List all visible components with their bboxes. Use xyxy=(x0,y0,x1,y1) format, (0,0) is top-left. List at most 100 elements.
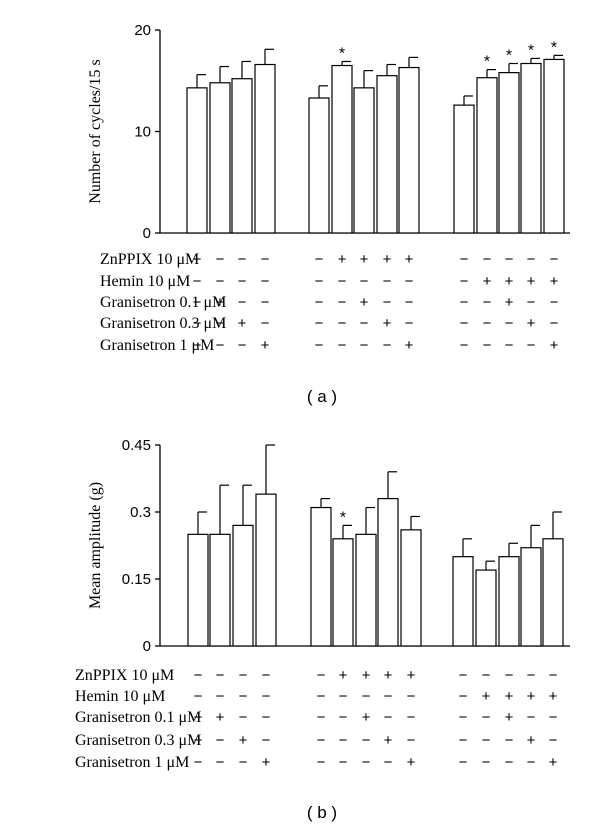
condition-label: Granisetron 0.1 μM xyxy=(100,294,226,311)
y-tick-label: 0.15 xyxy=(122,571,151,588)
panel-caption: ( a ) xyxy=(307,387,337,406)
bar xyxy=(543,58,565,234)
condition-sign: − xyxy=(459,667,468,684)
condition-sign: − xyxy=(550,251,559,268)
condition-sign: − xyxy=(505,337,514,354)
condition-sign: − xyxy=(338,337,347,354)
bar xyxy=(231,78,253,234)
significance-star: * xyxy=(340,509,346,526)
condition-sign: + xyxy=(407,667,416,684)
bar xyxy=(542,538,564,647)
bar xyxy=(376,75,398,234)
condition-sign: − xyxy=(315,294,324,311)
condition-sign: − xyxy=(194,709,203,726)
condition-sign: − xyxy=(407,732,416,749)
bar xyxy=(452,556,474,647)
condition-label: Hemin 10 μM xyxy=(100,273,190,290)
condition-sign: − xyxy=(384,709,393,726)
condition-sign: − xyxy=(383,337,392,354)
significance-star: * xyxy=(484,54,490,71)
condition-sign: − xyxy=(505,315,514,332)
condition-sign: − xyxy=(460,294,469,311)
bar xyxy=(453,104,475,234)
condition-sign: − xyxy=(238,251,247,268)
condition-sign: + xyxy=(550,273,559,290)
significance-star: * xyxy=(506,47,512,64)
condition-label: Granisetron 0.1 μM xyxy=(75,709,201,726)
condition-sign: − xyxy=(338,315,347,332)
condition-label: Hemin 10 μM xyxy=(75,688,165,705)
condition-sign: − xyxy=(194,667,203,684)
bar xyxy=(498,556,520,647)
condition-sign: − xyxy=(238,294,247,311)
bar xyxy=(186,87,208,234)
condition-sign: − xyxy=(261,251,270,268)
condition-sign: − xyxy=(362,688,371,705)
bar xyxy=(209,533,231,647)
bar xyxy=(331,64,353,234)
condition-label: Granisetron 1 μM xyxy=(75,754,189,771)
condition-sign: − xyxy=(238,273,247,290)
condition-sign: + xyxy=(549,754,558,771)
y-axis-label: Number of cycles/15 s xyxy=(87,59,104,203)
y-tick-label: 0.45 xyxy=(122,437,151,454)
condition-sign: − xyxy=(193,294,202,311)
bar xyxy=(400,529,422,647)
condition-sign: − xyxy=(239,709,248,726)
condition-label: ZnPPIX 10 μM xyxy=(100,251,199,268)
condition-sign: − xyxy=(482,709,491,726)
condition-sign: − xyxy=(459,754,468,771)
condition-sign: − xyxy=(194,754,203,771)
bar xyxy=(355,533,377,647)
condition-sign: − xyxy=(262,667,271,684)
condition-sign: + xyxy=(261,337,270,354)
condition-sign: − xyxy=(338,294,347,311)
condition-sign: − xyxy=(262,709,271,726)
condition-sign: − xyxy=(216,732,225,749)
condition-sign: + xyxy=(216,709,225,726)
condition-sign: + xyxy=(527,732,536,749)
condition-sign: − xyxy=(405,273,414,290)
condition-sign: − xyxy=(505,732,514,749)
condition-sign: − xyxy=(339,754,348,771)
condition-sign: − xyxy=(216,273,225,290)
condition-sign: − xyxy=(239,667,248,684)
condition-sign: − xyxy=(550,315,559,332)
condition-sign: − xyxy=(362,732,371,749)
condition-sign: − xyxy=(505,251,514,268)
condition-sign: − xyxy=(383,273,392,290)
significance-star: * xyxy=(339,45,345,62)
condition-sign: + xyxy=(550,337,559,354)
condition-sign: − xyxy=(483,337,492,354)
condition-sign: − xyxy=(360,337,369,354)
panel-caption: ( b ) xyxy=(307,803,337,822)
bar xyxy=(187,533,209,647)
condition-sign: − xyxy=(262,688,271,705)
condition-sign: − xyxy=(405,315,414,332)
condition-sign: − xyxy=(459,709,468,726)
condition-sign: − xyxy=(459,688,468,705)
condition-sign: + xyxy=(482,688,491,705)
bar xyxy=(520,547,542,647)
condition-sign: − xyxy=(362,754,371,771)
bar xyxy=(310,506,332,647)
condition-sign: − xyxy=(317,688,326,705)
bar xyxy=(476,77,498,234)
condition-sign: − xyxy=(384,754,393,771)
condition-sign: − xyxy=(459,732,468,749)
condition-sign: − xyxy=(262,732,271,749)
condition-sign: − xyxy=(239,754,248,771)
condition-sign: − xyxy=(317,754,326,771)
condition-sign: − xyxy=(315,337,324,354)
significance-star: * xyxy=(528,42,534,59)
condition-sign: − xyxy=(261,294,270,311)
condition-sign: − xyxy=(407,688,416,705)
condition-sign: − xyxy=(216,337,225,354)
bar xyxy=(232,524,254,647)
condition-sign: − xyxy=(193,315,202,332)
condition-sign: + xyxy=(384,667,393,684)
condition-sign: − xyxy=(482,667,491,684)
condition-sign: − xyxy=(460,315,469,332)
condition-sign: − xyxy=(339,732,348,749)
condition-sign: − xyxy=(549,709,558,726)
